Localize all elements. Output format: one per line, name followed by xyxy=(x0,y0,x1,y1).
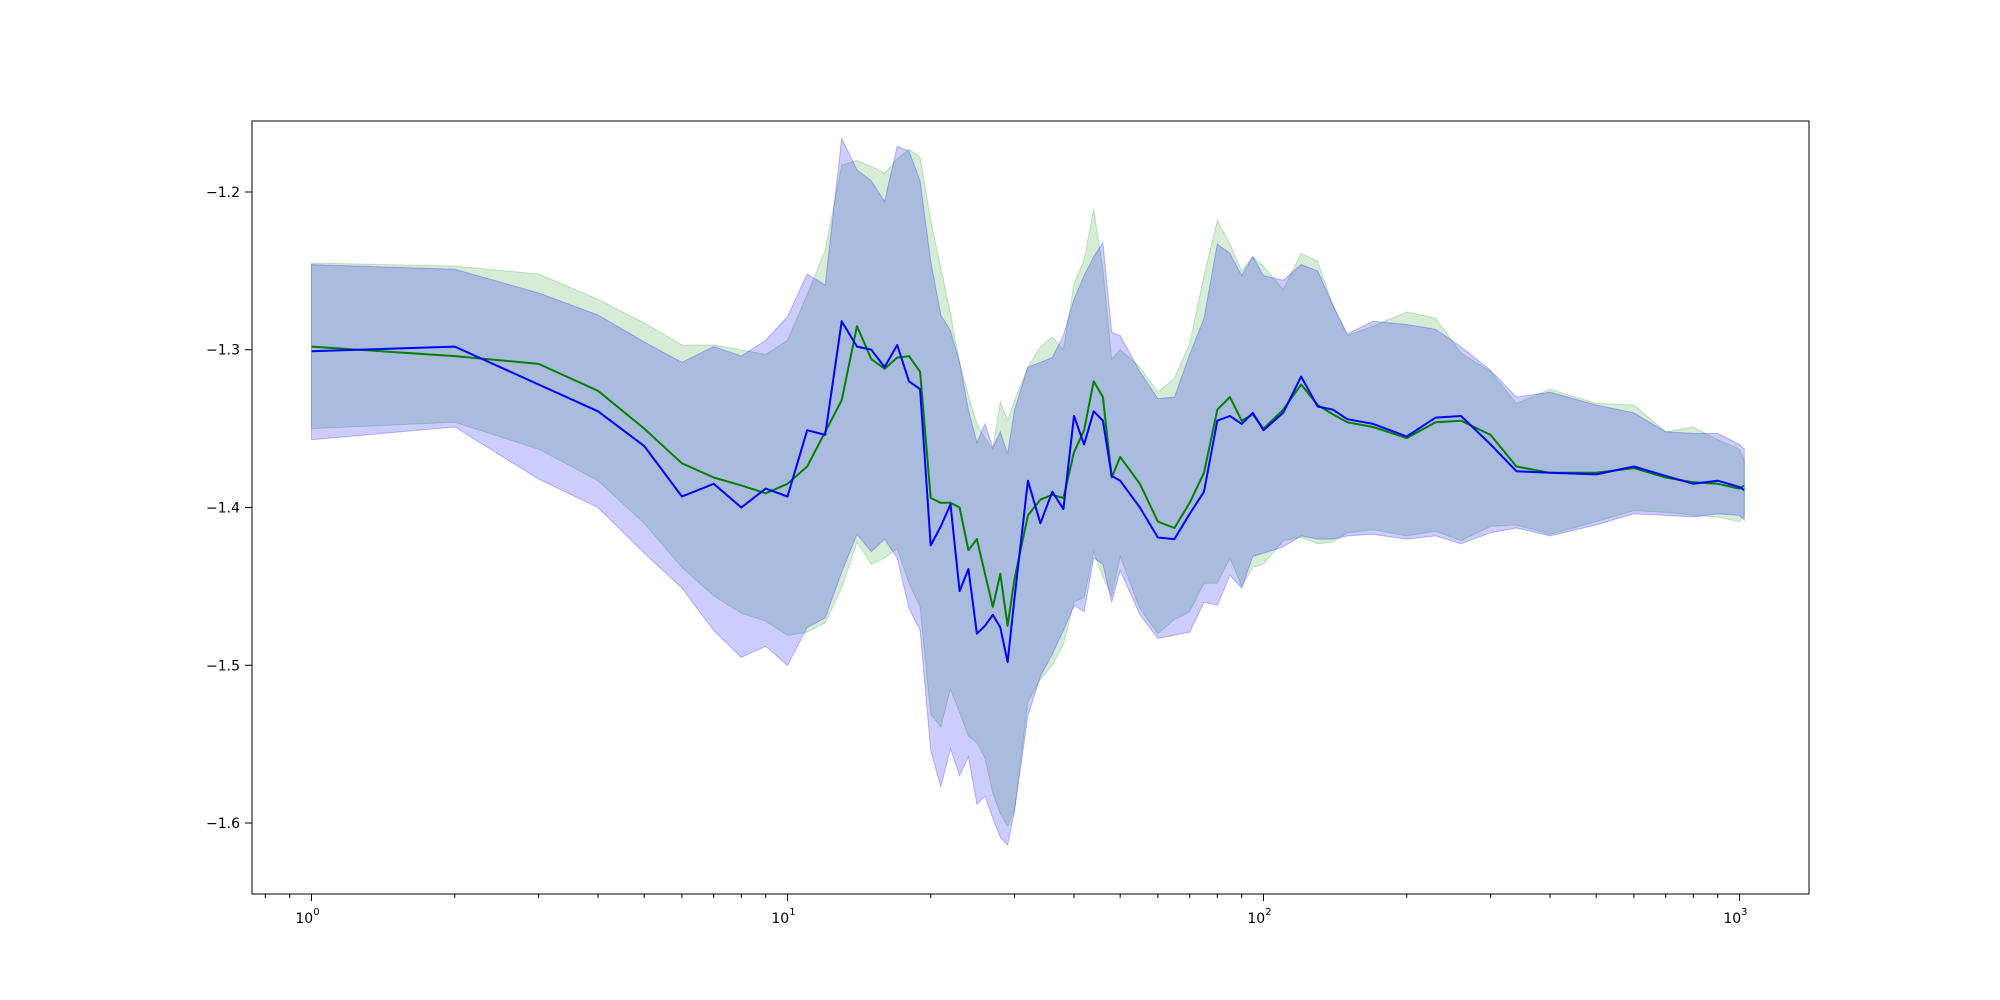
x-tick-label-exponent-0: 0 xyxy=(313,907,319,918)
x-tick-label-exponent-3: 3 xyxy=(1741,907,1747,918)
x-tick-label-exponent-2: 2 xyxy=(1265,907,1271,918)
x-tick-label-3: 103 xyxy=(1723,907,1747,927)
series-1-line xyxy=(311,325,1745,627)
x-tick-label-exponent-1: 1 xyxy=(789,907,795,918)
x-tick-label-1: 101 xyxy=(771,907,795,927)
x-tick-label-0: 100 xyxy=(295,907,319,927)
y-tick-label-2: −1.4 xyxy=(206,501,240,517)
y-tick-label-0: −1.2 xyxy=(206,185,240,201)
x-axis: 100 101 102 103 xyxy=(264,894,1748,927)
series-2-line xyxy=(311,320,1745,664)
y-axis: −1.2 −1.3 −1.4 −1.5 −1.6 xyxy=(206,185,252,832)
x-tick-label-2: 102 xyxy=(1247,907,1271,927)
y-tick-label-1: −1.3 xyxy=(206,343,240,359)
y-tick-label-4: −1.6 xyxy=(206,816,240,832)
confidence-bands xyxy=(311,136,1745,847)
series-2-band xyxy=(311,136,1745,847)
y-tick-label-3: −1.5 xyxy=(206,658,240,674)
series-lines xyxy=(311,320,1745,664)
